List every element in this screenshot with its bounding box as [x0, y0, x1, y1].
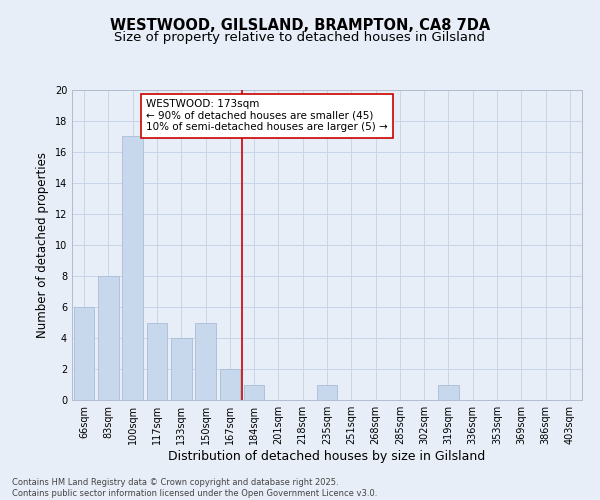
Bar	[317, 384, 337, 400]
Bar	[171, 338, 191, 400]
Bar	[195, 322, 216, 400]
Text: Size of property relative to detached houses in Gilsland: Size of property relative to detached ho…	[115, 31, 485, 44]
Bar	[220, 369, 240, 400]
Text: WESTWOOD: 173sqm
← 90% of detached houses are smaller (45)
10% of semi-detached : WESTWOOD: 173sqm ← 90% of detached house…	[146, 100, 388, 132]
Bar	[244, 384, 265, 400]
Bar	[438, 384, 459, 400]
Bar	[122, 136, 143, 400]
Bar	[146, 322, 167, 400]
Bar	[74, 307, 94, 400]
X-axis label: Distribution of detached houses by size in Gilsland: Distribution of detached houses by size …	[169, 450, 485, 463]
Text: Contains HM Land Registry data © Crown copyright and database right 2025.
Contai: Contains HM Land Registry data © Crown c…	[12, 478, 377, 498]
Bar	[98, 276, 119, 400]
Text: WESTWOOD, GILSLAND, BRAMPTON, CA8 7DA: WESTWOOD, GILSLAND, BRAMPTON, CA8 7DA	[110, 18, 490, 32]
Y-axis label: Number of detached properties: Number of detached properties	[36, 152, 49, 338]
